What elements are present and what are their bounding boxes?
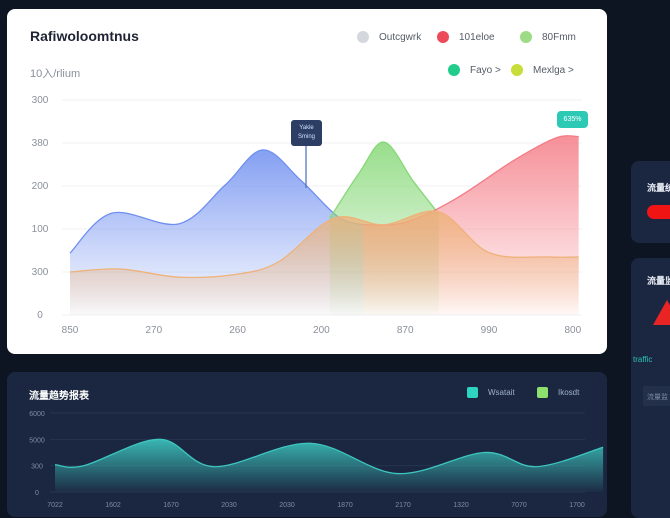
- x-tick-label: 1602: [105, 502, 121, 509]
- legend-label: Mexlga >: [533, 64, 574, 76]
- x-tick-label: 850: [62, 325, 79, 336]
- legend-dot-icon: [520, 31, 532, 43]
- legend-label: Outcgwrk: [379, 31, 422, 43]
- legend-item[interactable]: 80Fmm: [520, 31, 576, 43]
- main-area-chart: 0 300 100 200 380 300 850 270 260 200 870 990 800: [32, 95, 582, 336]
- y-tick-label: 5000: [29, 437, 45, 444]
- x-tick-label: 7022: [47, 502, 63, 509]
- y-tick-label: 0: [35, 490, 39, 497]
- x-tick-label: 800: [564, 325, 581, 336]
- series-area: [55, 439, 604, 492]
- x-tick-label: 2170: [395, 502, 411, 509]
- series-line[interactable]: [54, 438, 604, 475]
- legend-label: Ikosdt: [558, 388, 580, 397]
- x-tick-label: 870: [397, 325, 414, 336]
- x-tick-label: 260: [229, 325, 246, 336]
- y-tick-label: 300: [32, 95, 49, 106]
- panel-link[interactable]: traffic: [633, 355, 653, 364]
- y-tick-label: 0: [37, 310, 43, 321]
- legend-dot-icon: [448, 64, 460, 76]
- x-tick-label: 7070: [511, 502, 527, 509]
- status-pill[interactable]: [647, 205, 670, 219]
- y-tick-label: 200: [32, 181, 49, 192]
- legend-label: 101eloe: [459, 31, 495, 43]
- legend-dot-icon: [437, 31, 449, 43]
- x-tick-label: 990: [481, 325, 498, 336]
- x-tick-label: 200: [313, 325, 330, 336]
- legend-label: Wsatait: [488, 388, 515, 397]
- y-tick-label: 300: [32, 267, 49, 278]
- y-tick-label: 380: [32, 138, 49, 149]
- legend-square-icon: [537, 387, 548, 398]
- y-tick-label: 6000: [29, 411, 45, 418]
- legend-item[interactable]: 101eloe: [437, 31, 495, 43]
- chart-subtitle: 10入/rlium: [30, 68, 81, 80]
- tooltip-line: Yakle: [299, 125, 314, 131]
- legend-dot-icon: [511, 64, 523, 76]
- panel-table-header: 流量监: [643, 386, 670, 406]
- x-tick-label: 1320: [453, 502, 469, 509]
- legend-item[interactable]: Wsatait: [467, 387, 515, 398]
- x-tick-label: 1700: [569, 502, 585, 509]
- legend-label: 80Fmm: [542, 31, 576, 43]
- series-line[interactable]: [69, 210, 579, 279]
- percent-badge: 635%: [557, 111, 588, 128]
- series-line[interactable]: [329, 141, 440, 219]
- legend-item[interactable]: Outcgwrk: [357, 31, 421, 43]
- legend-item[interactable]: Mexlga >: [511, 64, 574, 76]
- y-tick-label: 100: [32, 224, 49, 235]
- x-tick-label: 2030: [221, 502, 237, 509]
- panel-title: 流量统: [647, 183, 670, 193]
- x-tick-label: 1670: [163, 502, 179, 509]
- stats-panel: 流量统: [631, 161, 670, 243]
- x-tick-label: 1870: [337, 502, 353, 509]
- tooltip-line: Sming: [297, 134, 315, 140]
- monitor-panel: 流量监 traffic 流量监: [631, 258, 670, 518]
- legend-item[interactable]: Fayo >: [448, 64, 501, 76]
- x-tick-label: 2030: [279, 502, 295, 509]
- legend-square-icon: [467, 387, 478, 398]
- legend-item[interactable]: Ikosdt: [537, 387, 579, 398]
- chart-title: Rafiwoloomtnus: [30, 28, 139, 44]
- series-area: [70, 210, 579, 315]
- panel-title: 流量监: [647, 276, 670, 286]
- trend-title: 流量趋势报表: [29, 391, 89, 402]
- chart-tooltip: Yakle Sming: [291, 120, 322, 146]
- legend-label: Fayo >: [470, 64, 501, 76]
- warning-icon: [653, 300, 670, 325]
- x-tick-label: 270: [145, 325, 162, 336]
- y-tick-label: 300: [31, 464, 43, 471]
- legend-dot-icon: [357, 31, 369, 43]
